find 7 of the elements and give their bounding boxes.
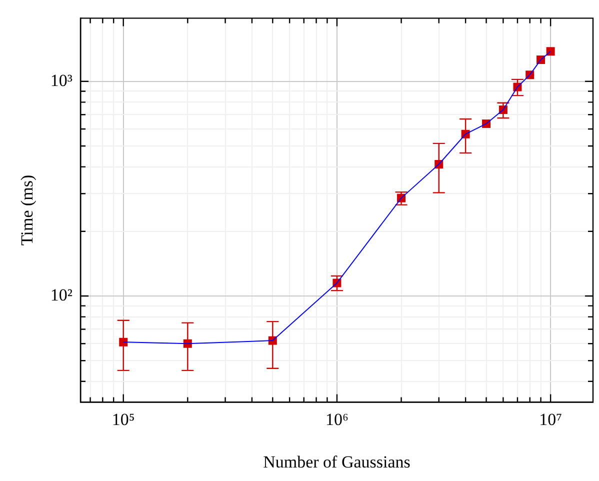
y-tick-label: 10³ — [50, 70, 72, 90]
x-tick-label: 10⁷ — [539, 410, 562, 429]
y-axis-title: Time (ms) — [18, 174, 37, 246]
x-tick-label: 10⁶ — [325, 410, 348, 429]
x-tick-label: 10⁵ — [112, 410, 135, 429]
y-tick-label: 10² — [50, 285, 72, 304]
x-axis-title: Number of Gaussians — [263, 452, 410, 472]
